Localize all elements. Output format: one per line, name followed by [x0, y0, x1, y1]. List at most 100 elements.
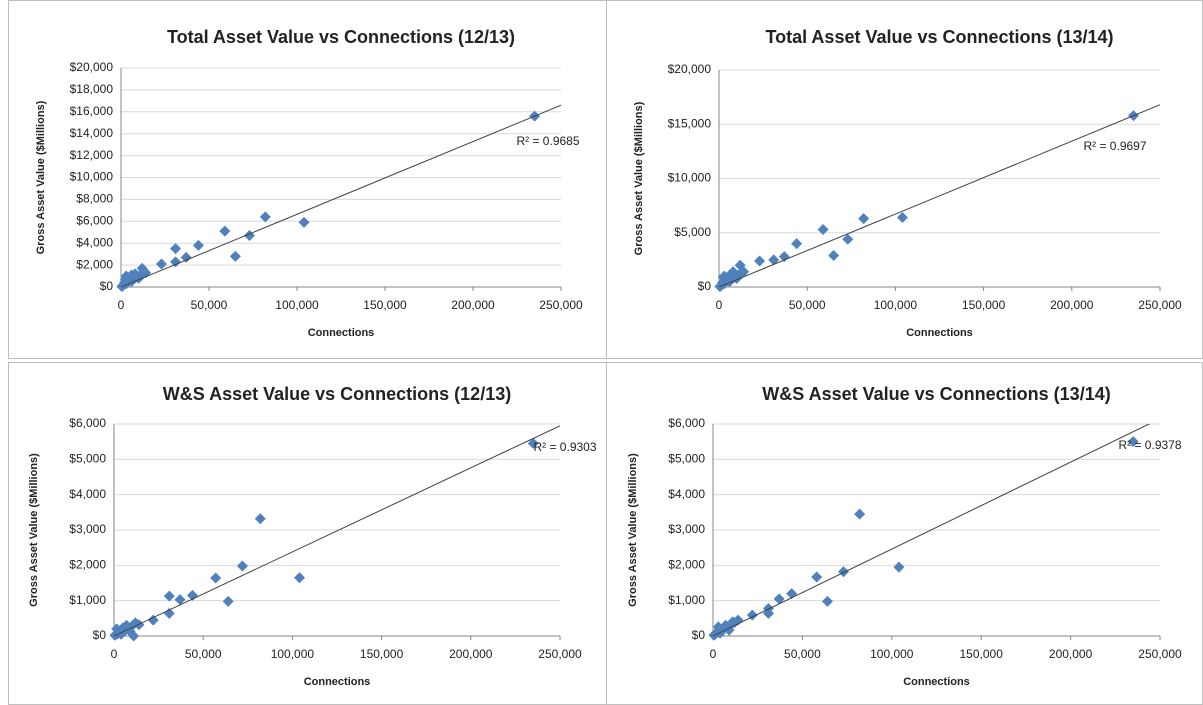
y-tick-label: $2,000 — [76, 257, 113, 271]
data-point — [811, 571, 823, 583]
y-tick-label: $20,000 — [70, 60, 114, 74]
data-point — [259, 211, 271, 223]
chart-title: W&S Asset Value vs Connections (12/13) — [163, 384, 511, 404]
data-point — [298, 216, 310, 228]
y-tick-label: $4,000 — [668, 487, 705, 501]
data-point — [124, 625, 136, 637]
y-tick-label: $8,000 — [76, 192, 113, 206]
chart-panel: Total Asset Value vs Connections (12/13)… — [8, 0, 607, 359]
chart-title: Total Asset Value vs Connections (13/14) — [765, 27, 1113, 47]
trendline — [719, 104, 1160, 287]
data-point — [1127, 436, 1139, 448]
x-tick-label: 100,000 — [870, 647, 914, 661]
x-tick-label: 150,000 — [962, 298, 1006, 312]
chart-panel: W&S Asset Value vs Connections (12/13) $0… — [8, 362, 607, 705]
y-tick-label: $20,000 — [668, 62, 712, 76]
chart-title: Total Asset Value vs Connections (12/13) — [167, 27, 515, 47]
y-tick-label: $12,000 — [70, 148, 114, 162]
data-point — [180, 251, 192, 263]
y-axis-title: Gross Asset Value ($Millions) — [28, 453, 40, 607]
data-point — [817, 223, 829, 235]
x-tick-label: 50,000 — [789, 298, 826, 312]
x-axis-title: Connections — [906, 327, 973, 339]
y-tick-label: $0 — [93, 628, 107, 642]
data-point — [828, 250, 840, 262]
trendline — [121, 104, 561, 287]
y-tick-label: $16,000 — [70, 104, 114, 118]
data-point — [294, 572, 306, 584]
y-tick-label: $0 — [692, 628, 706, 642]
chart-panel: Total Asset Value vs Connections (13/14)… — [606, 0, 1203, 359]
x-tick-label: 0 — [710, 647, 717, 661]
y-tick-label: $4,000 — [69, 487, 106, 501]
r-squared-label: R² = 0.9378 — [1118, 438, 1181, 452]
x-tick-label: 250,000 — [539, 298, 583, 312]
x-axis-title: Connections — [304, 676, 371, 688]
y-tick-label: $1,000 — [668, 593, 705, 607]
y-tick-label: $6,000 — [668, 416, 705, 430]
data-point — [119, 273, 131, 285]
r-squared-label: R² = 0.9685 — [516, 134, 579, 148]
y-tick-label: $15,000 — [668, 116, 712, 130]
data-point — [714, 627, 726, 639]
r-squared-label: R² = 0.9697 — [1083, 139, 1146, 153]
x-tick-label: 200,000 — [449, 647, 493, 661]
x-tick-label: 100,000 — [271, 647, 315, 661]
data-point — [163, 607, 175, 619]
data-point — [896, 212, 908, 224]
data-point — [821, 595, 833, 607]
data-point — [147, 614, 159, 626]
r-squared-label: R² = 0.9303 — [533, 440, 596, 454]
data-point — [736, 267, 748, 279]
x-tick-label: 0 — [118, 298, 125, 312]
x-tick-label: 50,000 — [191, 298, 228, 312]
data-point — [254, 513, 266, 525]
x-tick-label: 200,000 — [1050, 298, 1094, 312]
x-tick-label: 50,000 — [784, 647, 821, 661]
y-tick-label: $0 — [100, 279, 114, 293]
data-point — [773, 593, 785, 605]
data-point — [155, 258, 167, 270]
y-tick-label: $10,000 — [668, 171, 712, 185]
data-point — [854, 508, 866, 520]
data-point — [842, 233, 854, 245]
x-tick-label: 50,000 — [185, 647, 222, 661]
x-tick-label: 250,000 — [1138, 647, 1182, 661]
data-point — [717, 271, 729, 283]
data-point — [791, 238, 803, 250]
trendline — [114, 425, 560, 636]
y-tick-label: $6,000 — [69, 416, 106, 430]
data-point — [170, 243, 182, 255]
x-tick-label: 0 — [111, 647, 118, 661]
y-axis-title: Gross Asset Value ($Millions) — [627, 453, 639, 607]
x-tick-label: 150,000 — [360, 647, 404, 661]
y-axis-title: Gross Asset Value ($Millions) — [35, 100, 47, 254]
x-tick-label: 200,000 — [451, 298, 495, 312]
x-tick-label: 250,000 — [538, 647, 582, 661]
data-point — [754, 255, 766, 267]
data-point — [768, 254, 780, 266]
data-point — [893, 561, 905, 573]
x-tick-label: 150,000 — [363, 298, 407, 312]
data-point — [219, 225, 231, 237]
y-tick-label: $6,000 — [76, 213, 113, 227]
data-point — [236, 560, 248, 572]
y-tick-label: $14,000 — [70, 126, 114, 140]
y-tick-label: $10,000 — [70, 170, 114, 184]
data-point — [210, 572, 222, 584]
y-tick-label: $5,000 — [69, 452, 106, 466]
chart-title: W&S Asset Value vs Connections (13/14) — [762, 384, 1110, 404]
data-point — [229, 250, 241, 262]
x-axis-title: Connections — [903, 676, 970, 688]
x-tick-label: 100,000 — [275, 298, 319, 312]
data-point — [527, 437, 539, 449]
y-tick-label: $3,000 — [69, 522, 106, 536]
data-point — [838, 566, 850, 578]
data-point — [858, 213, 870, 225]
y-tick-label: $5,000 — [668, 452, 705, 466]
data-point — [174, 594, 186, 606]
y-tick-label: $4,000 — [76, 235, 113, 249]
y-tick-label: $18,000 — [70, 82, 114, 96]
